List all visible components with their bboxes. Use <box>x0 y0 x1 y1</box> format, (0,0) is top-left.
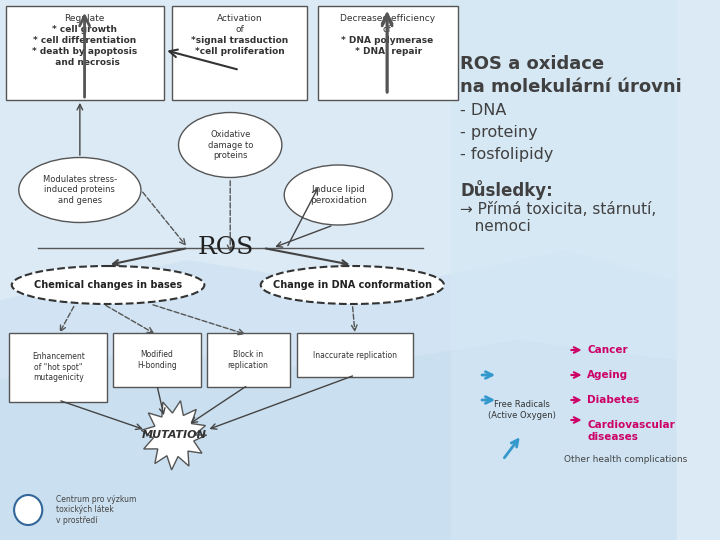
Text: Change in DNA conformation: Change in DNA conformation <box>273 280 432 290</box>
Text: Diabetes: Diabetes <box>588 395 639 405</box>
FancyBboxPatch shape <box>207 333 290 387</box>
Text: * cell differentiation: * cell differentiation <box>33 36 136 45</box>
Text: ROS: ROS <box>197 237 253 260</box>
Text: Modified
H-bonding: Modified H-bonding <box>137 350 177 370</box>
Text: of: of <box>235 25 244 34</box>
FancyBboxPatch shape <box>113 333 201 387</box>
Text: Block in
replication: Block in replication <box>228 350 269 370</box>
FancyBboxPatch shape <box>9 333 107 402</box>
Text: → Přímá toxicita, stárnutí,
   nemoci: → Přímá toxicita, stárnutí, nemoci <box>460 202 657 234</box>
Text: Centrum pro výzkum
toxických látek
v prostředí: Centrum pro výzkum toxických látek v pro… <box>56 495 137 525</box>
Ellipse shape <box>12 266 204 304</box>
Text: Other health complications: Other health complications <box>564 456 687 464</box>
FancyBboxPatch shape <box>318 6 458 100</box>
Text: - DNA: - DNA <box>460 103 507 118</box>
Text: ROS a oxidace: ROS a oxidace <box>460 55 605 73</box>
Polygon shape <box>141 401 207 470</box>
FancyBboxPatch shape <box>172 6 307 100</box>
Text: Decreased efficiency: Decreased efficiency <box>340 14 435 23</box>
Text: Modulates stress-
induced proteins
and genes: Modulates stress- induced proteins and g… <box>42 175 117 205</box>
Text: Chemical changes in bases: Chemical changes in bases <box>34 280 182 290</box>
Text: * cell growth: * cell growth <box>52 25 117 34</box>
Polygon shape <box>0 250 677 540</box>
Text: Cardiovascular
diseases: Cardiovascular diseases <box>588 420 675 442</box>
Polygon shape <box>0 340 677 540</box>
Text: Cancer: Cancer <box>588 345 628 355</box>
Text: Inaccurate replication: Inaccurate replication <box>313 350 397 360</box>
Bar <box>451 0 677 540</box>
Text: Regulate: Regulate <box>64 14 104 23</box>
FancyBboxPatch shape <box>6 6 164 100</box>
Text: Free Radicals
(Active Oxygen): Free Radicals (Active Oxygen) <box>487 400 555 420</box>
Text: Ageing: Ageing <box>588 370 629 380</box>
Ellipse shape <box>19 158 141 222</box>
Ellipse shape <box>261 266 444 304</box>
FancyBboxPatch shape <box>297 333 413 377</box>
Text: Enhancement
of "hot spot"
mutagenicity: Enhancement of "hot spot" mutagenicity <box>32 352 85 382</box>
Text: na molekulární úrovni: na molekulární úrovni <box>460 78 682 96</box>
Text: Důsledky:: Důsledky: <box>460 180 553 200</box>
Ellipse shape <box>179 112 282 178</box>
Text: Activation: Activation <box>217 14 262 23</box>
Text: *cell proliferation: *cell proliferation <box>194 47 284 56</box>
Text: * death by apoptosis: * death by apoptosis <box>32 47 138 56</box>
Text: - fosfolipidy: - fosfolipidy <box>460 147 554 162</box>
Text: and necrosis: and necrosis <box>49 58 120 67</box>
Text: Induce lipid
peroxidation: Induce lipid peroxidation <box>310 185 366 205</box>
Text: of: of <box>383 25 392 34</box>
Text: * DNA polymerase: * DNA polymerase <box>341 36 433 45</box>
Text: Oxidative
damage to
proteins: Oxidative damage to proteins <box>207 130 253 160</box>
Ellipse shape <box>284 165 392 225</box>
Text: * DNA  repair: * DNA repair <box>352 47 422 56</box>
Text: MUTATION: MUTATION <box>141 430 206 440</box>
Circle shape <box>14 495 42 525</box>
Text: - proteiny: - proteiny <box>460 125 538 140</box>
Text: *signal trasduction: *signal trasduction <box>191 36 288 45</box>
